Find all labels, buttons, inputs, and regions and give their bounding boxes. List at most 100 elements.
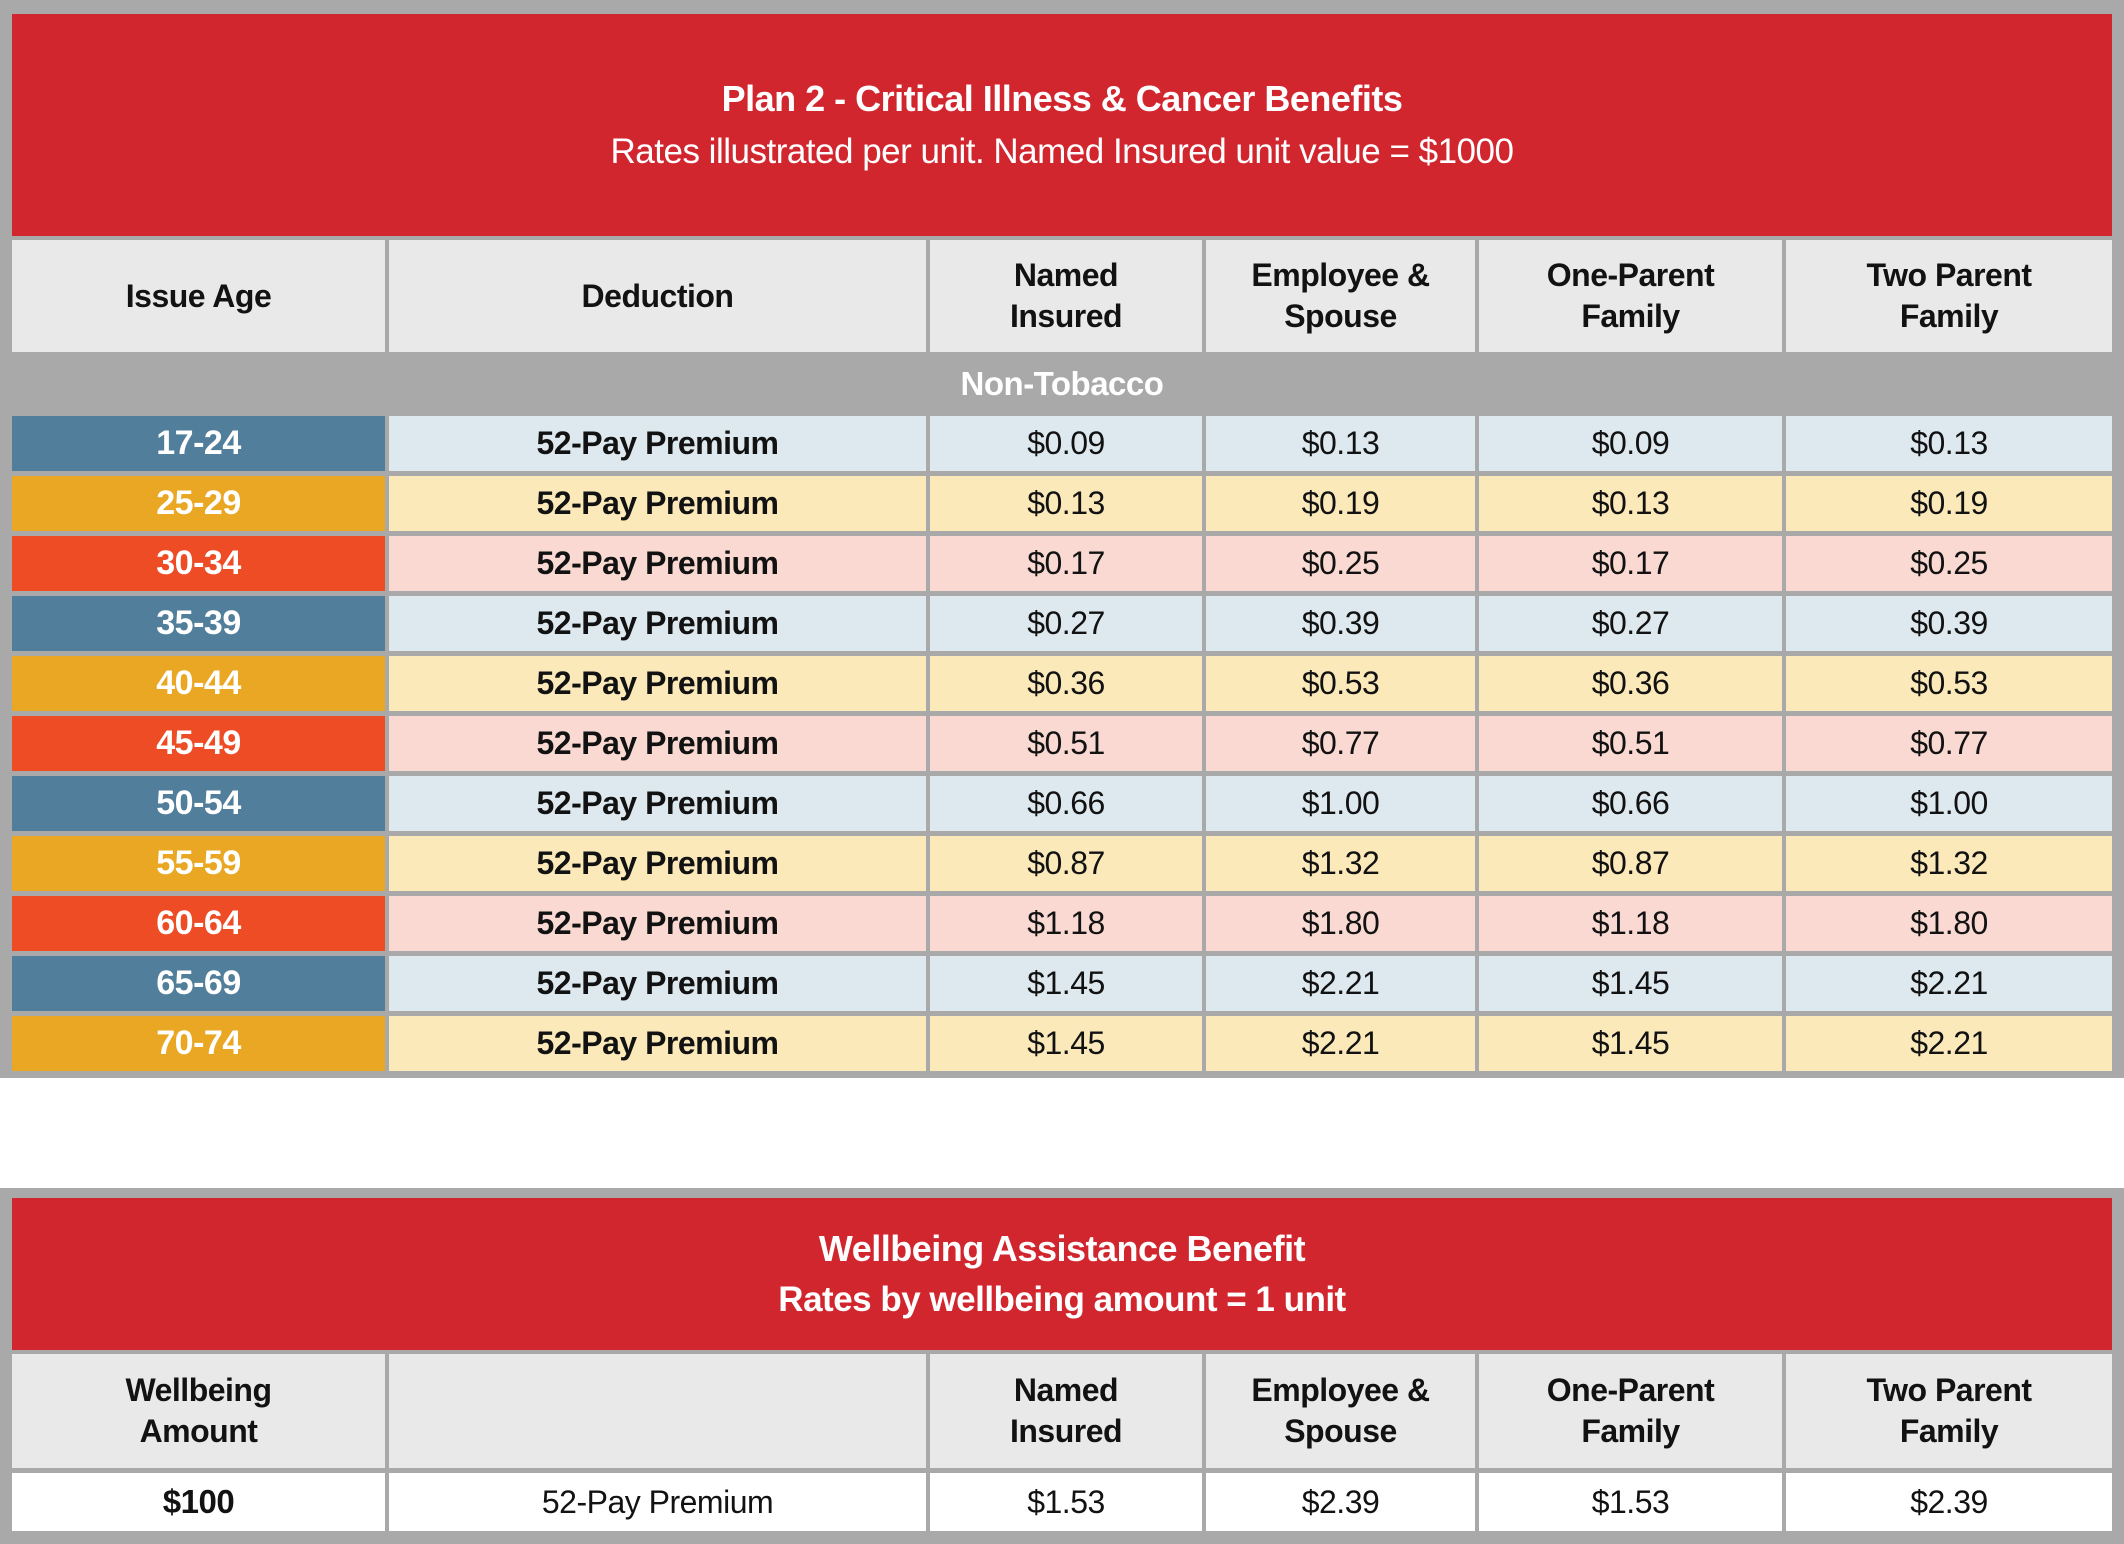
column-header-line: Named: [1013, 257, 1119, 294]
deduction-cell: 52-Pay Premium: [389, 776, 926, 831]
one-parent-rate-cell: $0.13: [1479, 476, 1782, 531]
column-header-line: Family: [1581, 1413, 1680, 1449]
column-header-line: Insured: [1009, 298, 1123, 334]
wellbeing-subtitle: Rates by wellbeing amount = 1 unit: [778, 1279, 1346, 1319]
named-insured-rate-cell: $0.17: [930, 536, 1202, 591]
column-header-one-parent-family: One-Parent Family: [1479, 1354, 1782, 1468]
column-header-blank: [389, 1354, 926, 1468]
non-tobacco-section-band: Non-Tobacco: [12, 355, 2112, 412]
column-header-employee-spouse: Employee & Spouse: [1206, 240, 1475, 352]
column-header-line: Wellbeing: [125, 1372, 272, 1409]
table-row: 40-44 52-Pay Premium $0.36 $0.53 $0.36 $…: [12, 656, 2112, 711]
column-header-named-insured: Named Insured: [930, 240, 1202, 352]
plan2-rate-table: Plan 2 - Critical Illness & Cancer Benef…: [12, 14, 2112, 1071]
named-insured-rate-cell: $0.36: [930, 656, 1202, 711]
deduction-cell: 52-Pay Premium: [389, 1473, 926, 1531]
column-header-line: Deduction: [581, 277, 734, 314]
deduction-cell: 52-Pay Premium: [389, 596, 926, 651]
employee-spouse-rate-cell: $1.32: [1206, 836, 1475, 891]
employee-spouse-rate-cell: $0.53: [1206, 656, 1475, 711]
issue-age-cell: 65-69: [12, 956, 385, 1011]
wellbeing-amount-cell: $100: [12, 1473, 385, 1531]
wellbeing-table-header: Wellbeing Assistance Benefit Rates by we…: [12, 1198, 2112, 1350]
column-header-issue-age: Issue Age: [12, 240, 385, 352]
column-header-line: Spouse: [1284, 1413, 1397, 1449]
column-header-line: One-Parent: [1546, 1372, 1715, 1409]
column-header-two-parent-family: Two Parent Family: [1786, 240, 2112, 352]
plan2-subtitle: Rates illustrated per unit. Named Insure…: [610, 131, 1514, 171]
named-insured-rate-cell: $1.18: [930, 896, 1202, 951]
employee-spouse-rate-cell: $0.39: [1206, 596, 1475, 651]
one-parent-rate-cell: $0.27: [1479, 596, 1782, 651]
column-header-line: Amount: [139, 1413, 258, 1449]
named-insured-rate-cell: $0.13: [930, 476, 1202, 531]
one-parent-rate-cell: $1.45: [1479, 1016, 1782, 1071]
two-parent-rate-cell: $0.13: [1786, 416, 2112, 471]
two-parent-rate-cell: $1.32: [1786, 836, 2112, 891]
plan2-column-header-row: Issue Age Deduction Named Insured Employ…: [12, 240, 2112, 352]
issue-age-cell: 55-59: [12, 836, 385, 891]
deduction-cell: 52-Pay Premium: [389, 896, 926, 951]
issue-age-cell: 25-29: [12, 476, 385, 531]
column-header-line: Employee &: [1251, 1372, 1430, 1409]
table-row: 70-74 52-Pay Premium $1.45 $2.21 $1.45 $…: [12, 1016, 2112, 1071]
column-header-line: Employee &: [1251, 257, 1430, 294]
employee-spouse-rate-cell: $2.39: [1206, 1473, 1475, 1531]
named-insured-rate-cell: $0.66: [930, 776, 1202, 831]
table-row: $100 52-Pay Premium $1.53 $2.39 $1.53 $2…: [12, 1473, 2112, 1531]
table-row: 25-29 52-Pay Premium $0.13 $0.19 $0.13 $…: [12, 476, 2112, 531]
issue-age-cell: 50-54: [12, 776, 385, 831]
table-row: 60-64 52-Pay Premium $1.18 $1.80 $1.18 $…: [12, 896, 2112, 951]
column-header-line: Named: [1013, 1372, 1119, 1409]
deduction-cell: 52-Pay Premium: [389, 476, 926, 531]
column-header-line: Insured: [1009, 1413, 1123, 1449]
column-header-line: Family: [1899, 1413, 1999, 1449]
column-header-line: Family: [1581, 298, 1680, 334]
deduction-cell: 52-Pay Premium: [389, 416, 926, 471]
deduction-cell: 52-Pay Premium: [389, 956, 926, 1011]
one-parent-rate-cell: $0.66: [1479, 776, 1782, 831]
column-header-two-parent-family: Two Parent Family: [1786, 1354, 2112, 1468]
column-header-line: Family: [1899, 298, 1999, 334]
two-parent-rate-cell: $2.21: [1786, 1016, 2112, 1071]
two-parent-rate-cell: $0.25: [1786, 536, 2112, 591]
table-row: 50-54 52-Pay Premium $0.66 $1.00 $0.66 $…: [12, 776, 2112, 831]
employee-spouse-rate-cell: $0.77: [1206, 716, 1475, 771]
column-header-deduction: Deduction: [389, 240, 926, 352]
issue-age-cell: 30-34: [12, 536, 385, 591]
employee-spouse-rate-cell: $2.21: [1206, 1016, 1475, 1071]
two-parent-rate-cell: $1.00: [1786, 776, 2112, 831]
issue-age-cell: 35-39: [12, 596, 385, 651]
two-parent-rate-cell: $1.80: [1786, 896, 2112, 951]
column-header-wellbeing-amount: Wellbeing Amount: [12, 1354, 385, 1468]
wellbeing-rate-table: Wellbeing Assistance Benefit Rates by we…: [12, 1198, 2112, 1531]
named-insured-rate-cell: $0.87: [930, 836, 1202, 891]
two-parent-rate-cell: $0.39: [1786, 596, 2112, 651]
column-header-one-parent-family: One-Parent Family: [1479, 240, 1782, 352]
one-parent-rate-cell: $1.45: [1479, 956, 1782, 1011]
named-insured-rate-cell: $0.51: [930, 716, 1202, 771]
non-tobacco-label: Non-Tobacco: [960, 364, 1164, 402]
issue-age-cell: 40-44: [12, 656, 385, 711]
deduction-cell: 52-Pay Premium: [389, 1016, 926, 1071]
issue-age-cell: 17-24: [12, 416, 385, 471]
two-parent-rate-cell: $0.77: [1786, 716, 2112, 771]
column-header-line: Two Parent: [1866, 1372, 2032, 1409]
table-row: 45-49 52-Pay Premium $0.51 $0.77 $0.51 $…: [12, 716, 2112, 771]
employee-spouse-rate-cell: $0.25: [1206, 536, 1475, 591]
issue-age-cell: 60-64: [12, 896, 385, 951]
named-insured-rate-cell: $0.27: [930, 596, 1202, 651]
table-row: 55-59 52-Pay Premium $0.87 $1.32 $0.87 $…: [12, 836, 2112, 891]
named-insured-rate-cell: $0.09: [930, 416, 1202, 471]
one-parent-rate-cell: $0.09: [1479, 416, 1782, 471]
table-row: 30-34 52-Pay Premium $0.17 $0.25 $0.17 $…: [12, 536, 2112, 591]
column-header-line: Issue Age: [125, 277, 272, 314]
column-header-line: One-Parent: [1546, 257, 1715, 294]
employee-spouse-rate-cell: $0.13: [1206, 416, 1475, 471]
two-parent-rate-cell: $2.21: [1786, 956, 2112, 1011]
table-row: 17-24 52-Pay Premium $0.09 $0.13 $0.09 $…: [12, 416, 2112, 471]
wellbeing-title: Wellbeing Assistance Benefit: [818, 1228, 1306, 1270]
table-separator-band: [0, 1078, 2124, 1188]
two-parent-rate-cell: $0.19: [1786, 476, 2112, 531]
